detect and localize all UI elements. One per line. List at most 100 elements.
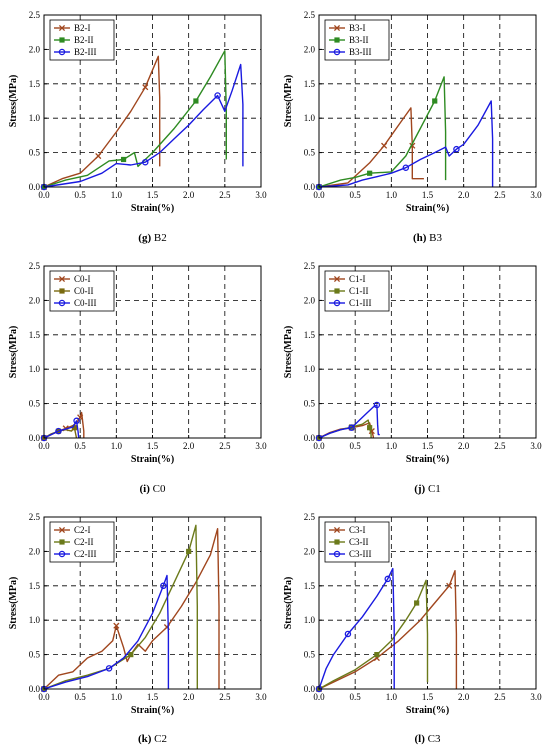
x-tick-label: 0.5	[75, 190, 87, 200]
y-tick-label: 1.0	[304, 615, 316, 625]
legend-entry: C0-III	[54, 298, 97, 308]
data-point	[113, 622, 120, 629]
legend-entry: C3-I	[329, 525, 366, 535]
series-b2-ii	[41, 50, 228, 190]
legend-entry: B3-III	[329, 47, 372, 57]
caption-letter: (g)	[138, 232, 151, 244]
legend-marker	[333, 24, 341, 32]
y-tick-label: 0.5	[29, 148, 41, 158]
chart-panel-b3: 0.0 0.5 1.0 1.5 2.0 2.5 3.0 0.0 0.5 1.0 1.5 2.0 2.5 S…	[283, 10, 542, 244]
legend-entry: B2-I	[54, 23, 91, 33]
series-line	[318, 422, 374, 439]
x-tick-label: 1.5	[422, 692, 434, 702]
y-tick-label: 2.5	[29, 10, 41, 20]
y-tick-label: 2.5	[304, 512, 316, 522]
x-tick-label: 3.0	[255, 190, 267, 200]
data-point	[384, 575, 391, 583]
x-axis-label: Strain(%)	[131, 705, 174, 716]
caption-name: B2	[151, 232, 167, 244]
series-c3-ii	[316, 579, 429, 692]
x-tick-label: 1.5	[422, 441, 434, 451]
x-tick-label: 3.0	[530, 692, 542, 702]
legend-label: B3-I	[349, 23, 366, 33]
y-tick-label: 0.5	[304, 399, 316, 409]
x-tick-label: 2.5	[494, 190, 506, 200]
y-axis-label: Stress(MPa)	[8, 326, 19, 379]
y-tick-label: 1.0	[304, 113, 316, 123]
legend-marker	[58, 24, 66, 32]
legend-entry: C0-II	[54, 286, 94, 296]
data-point	[381, 142, 388, 149]
data-point	[402, 164, 410, 171]
x-tick-label: 2.5	[494, 692, 506, 702]
x-tick-label: 3.0	[530, 190, 542, 200]
x-axis-label: Strain(%)	[131, 454, 174, 465]
y-axis-label: Stress(MPa)	[283, 75, 294, 128]
x-tick-label: 2.0	[183, 441, 195, 451]
series-line	[43, 55, 161, 188]
legend-entry: C1-II	[329, 286, 369, 296]
series-b3-i	[315, 107, 424, 191]
legend-label: B2-II	[74, 35, 94, 45]
legend-label: C2-II	[74, 537, 94, 547]
legend-label: C1-II	[349, 286, 369, 296]
chart-panel-c1: 0.0 0.5 1.0 1.5 2.0 2.5 3.0 0.0 0.5 1.0 1.5 2.0 2.5 S…	[283, 261, 542, 495]
y-tick-label: 2.5	[29, 512, 41, 522]
panel-caption: (j) C1	[414, 483, 441, 495]
data-point	[367, 170, 373, 176]
legend-label: C1-III	[349, 298, 372, 308]
y-tick-label: 2.0	[304, 44, 316, 54]
legend-entry: C2-I	[54, 525, 91, 535]
x-tick-label: 0.0	[38, 441, 50, 451]
legend-marker	[333, 48, 341, 56]
chart-panel-c3: 0.0 0.5 1.0 1.5 2.0 2.5 3.0 0.0 0.5 1.0 1.5 2.0 2.5 S…	[283, 512, 542, 745]
y-tick-label: 1.0	[29, 364, 41, 374]
x-tick-label: 3.0	[255, 441, 267, 451]
caption-letter: (h)	[413, 232, 427, 244]
legend-label: C1-I	[349, 274, 366, 284]
chart-panel-c0: 0.0 0.5 1.0 1.5 2.0 2.5 3.0 0.0 0.5 1.0 1.5 2.0 2.5 S…	[8, 261, 267, 495]
data-point	[120, 156, 127, 163]
y-tick-label: 2.0	[304, 295, 316, 305]
legend-marker	[59, 539, 65, 545]
data-point	[73, 417, 80, 425]
y-tick-label: 1.5	[304, 330, 316, 340]
series-b2-iii	[40, 63, 244, 191]
caption-letter: (k)	[138, 733, 152, 745]
y-tick-label: 2.5	[29, 261, 41, 271]
x-tick-label: 0.5	[350, 441, 362, 451]
series-line	[318, 100, 494, 188]
caption-name: C1	[425, 483, 441, 495]
legend-entry: C0-I	[54, 274, 91, 284]
x-tick-label: 2.0	[458, 190, 470, 200]
data-point	[432, 98, 438, 104]
panel-caption: (h) B3	[413, 232, 443, 244]
legend-marker	[333, 299, 341, 307]
legend-marker	[333, 275, 341, 283]
y-tick-label: 1.0	[29, 113, 41, 123]
series-c3-i	[315, 570, 458, 693]
y-tick-label: 0.0	[29, 433, 41, 443]
chart-panel-c2: 0.0 0.5 1.0 1.5 2.0 2.5 3.0 0.0 0.5 1.0 1.5 2.0 2.5 S…	[8, 512, 267, 745]
series-b2-i	[40, 55, 161, 191]
x-tick-label: 0.5	[350, 190, 362, 200]
legend-label: C2-III	[74, 549, 97, 559]
legend-marker	[58, 275, 66, 283]
y-tick-label: 0.5	[29, 650, 41, 660]
y-tick-label: 0.0	[304, 433, 316, 443]
y-tick-label: 0.0	[29, 182, 41, 192]
legend-marker	[58, 550, 66, 558]
x-tick-label: 0.0	[38, 692, 50, 702]
x-tick-label: 2.5	[494, 441, 506, 451]
data-point	[128, 652, 134, 658]
x-tick-label: 3.0	[255, 692, 267, 702]
legend-entry: C3-III	[329, 549, 372, 559]
data-point	[414, 600, 420, 606]
legend-entry: B2-II	[54, 35, 94, 45]
data-point	[193, 98, 199, 104]
legend-label: C0-I	[74, 274, 91, 284]
y-tick-label: 1.5	[304, 79, 316, 89]
legend-label: C3-III	[349, 549, 372, 559]
y-tick-label: 1.5	[29, 79, 41, 89]
